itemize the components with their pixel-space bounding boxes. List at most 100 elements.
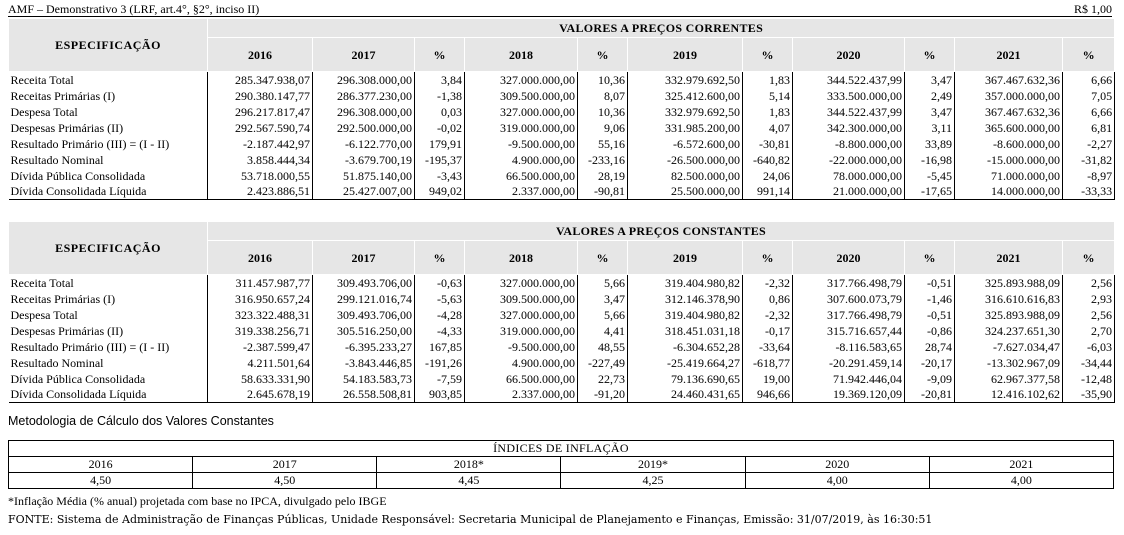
table-row: Despesa Total 296.217.817,47 296.308.000,0…: [8, 104, 1116, 120]
value-cell: 79.136.690,65: [627, 371, 743, 387]
value-cell: 327.000.000,00: [464, 307, 578, 323]
pct-cell: 903,85: [414, 387, 465, 403]
pct-cell: 0,03: [414, 104, 465, 120]
pct-cell: -640,82: [742, 152, 793, 168]
pct-cell: 6,66: [1062, 71, 1116, 88]
row-label: Dívida Pública Consolidada: [8, 371, 208, 387]
pct-cell: -191,26: [414, 355, 465, 371]
value-cell: 26.558.508,81: [312, 387, 415, 403]
value-cell: 309.493.706,00: [312, 274, 415, 291]
year-header: 2016: [207, 240, 313, 275]
value-cell: -6.122.770,00: [312, 136, 415, 152]
row-label: Dívida Consolidada Líquida: [8, 184, 208, 200]
value-cell: 292.500.000,00: [312, 120, 415, 136]
value-cell: 327.000.000,00: [464, 274, 578, 291]
inflation-value: 4,25: [560, 472, 746, 489]
pct-cell: -7,59: [414, 371, 465, 387]
pct-cell: -9,09: [904, 371, 955, 387]
pct-header: %: [577, 37, 628, 72]
value-cell: 285.347.938,07: [207, 71, 313, 88]
value-cell: 53.718.000,55: [207, 168, 313, 184]
pct-cell: 0,86: [742, 291, 793, 307]
pct-cell: -0,51: [904, 307, 955, 323]
value-cell: 325.893.988,09: [954, 274, 1063, 291]
pct-cell: -2,27: [1062, 136, 1116, 152]
pct-cell: 55,16: [577, 136, 628, 152]
pct-cell: -16,98: [904, 152, 955, 168]
pct-cell: 3,47: [577, 291, 628, 307]
value-cell: 307.600.073,79: [792, 291, 905, 307]
year-header: 2021: [954, 240, 1063, 275]
pct-cell: -30,81: [742, 136, 793, 152]
value-cell: -3.679.700,19: [312, 152, 415, 168]
value-cell: 54.183.583,73: [312, 371, 415, 387]
pct-cell: 3,84: [414, 71, 465, 88]
pct-cell: 5,66: [577, 274, 628, 291]
value-cell: 325.893.988,09: [954, 307, 1063, 323]
value-cell: 296.217.817,47: [207, 104, 313, 120]
value-cell: 309.500.000,00: [464, 88, 578, 104]
pct-cell: -33,33: [1062, 184, 1116, 200]
value-cell: 367.467.632,36: [954, 104, 1063, 120]
pct-header: %: [904, 240, 955, 275]
pct-cell: -35,90: [1062, 387, 1116, 403]
value-cell: 2.423.886,51: [207, 184, 313, 200]
row-label: Receitas Primárias (I): [8, 291, 208, 307]
value-cell: 317.766.498,79: [792, 274, 905, 291]
table-row: Resultado Nominal 3.858.444,34 -3.679.700,…: [8, 152, 1116, 168]
value-cell: 58.633.331,90: [207, 371, 313, 387]
value-cell: -6.304.652,28: [627, 339, 743, 355]
value-cell: -22.000.000,00: [792, 152, 905, 168]
value-cell: -7.627.034,47: [954, 339, 1063, 355]
pct-cell: -1,46: [904, 291, 955, 307]
value-cell: 2.337.000,00: [464, 387, 578, 403]
pct-cell: -90,81: [577, 184, 628, 200]
value-cell: -6.572.600,00: [627, 136, 743, 152]
row-label: Despesas Primárias (II): [8, 323, 208, 339]
inflation-year: 2017: [192, 456, 378, 473]
value-cell: 2.645.678,19: [207, 387, 313, 403]
value-cell: 24.460.431,65: [627, 387, 743, 403]
year-header: 2018: [464, 37, 578, 72]
table-row: Despesas Primárias (II) 292.567.590,74 292…: [8, 120, 1116, 136]
value-cell: 4.211.501,64: [207, 355, 313, 371]
value-cell: 2.337.000,00: [464, 184, 578, 200]
pct-cell: -4,33: [414, 323, 465, 339]
value-cell: 21.000.000,00: [792, 184, 905, 200]
pct-cell: 946,66: [742, 387, 793, 403]
value-cell: 327.000.000,00: [464, 71, 578, 88]
year-header: 2019: [627, 37, 743, 72]
pct-cell: -4,28: [414, 307, 465, 323]
value-cell: 290.380.147,77: [207, 88, 313, 104]
value-cell: 12.416.102,62: [954, 387, 1063, 403]
table-row: Dívida Pública Consolidada 53.718.000,55 5…: [8, 168, 1116, 184]
inflation-value: 4,50: [7, 472, 194, 489]
report-title: AMF – Demonstrativo 3 (LRF, art.4°, §2°,…: [8, 2, 260, 16]
pct-cell: 179,91: [414, 136, 465, 152]
pct-cell: 8,07: [577, 88, 628, 104]
pct-cell: 991,14: [742, 184, 793, 200]
pct-cell: 7,05: [1062, 88, 1116, 104]
value-cell: -20.291.459,14: [792, 355, 905, 371]
value-cell: 309.500.000,00: [464, 291, 578, 307]
value-cell: 342.300.000,00: [792, 120, 905, 136]
pct-cell: -20,17: [904, 355, 955, 371]
value-cell: -26.500.000,00: [627, 152, 743, 168]
inflation-value: 4,50: [192, 472, 378, 489]
value-cell: 19.369.120,09: [792, 387, 905, 403]
row-label: Despesa Total: [8, 104, 208, 120]
row-label: Despesas Primárias (II): [8, 120, 208, 136]
pct-cell: -20,81: [904, 387, 955, 403]
value-cell: 296.308.000,00: [312, 71, 415, 88]
pct-cell: 10,36: [577, 71, 628, 88]
pct-cell: -12,48: [1062, 371, 1116, 387]
row-label: Resultado Nominal: [8, 355, 208, 371]
value-cell: 332.979.692,50: [627, 104, 743, 120]
year-header: 2017: [312, 240, 415, 275]
value-cell: -15.000.000,00: [954, 152, 1063, 168]
value-cell: 344.522.437,99: [792, 104, 905, 120]
value-cell: 319.000.000,00: [464, 323, 578, 339]
year-header: 2017: [312, 37, 415, 72]
pct-cell: 10,36: [577, 104, 628, 120]
inflation-value: 4,00: [928, 472, 1115, 489]
